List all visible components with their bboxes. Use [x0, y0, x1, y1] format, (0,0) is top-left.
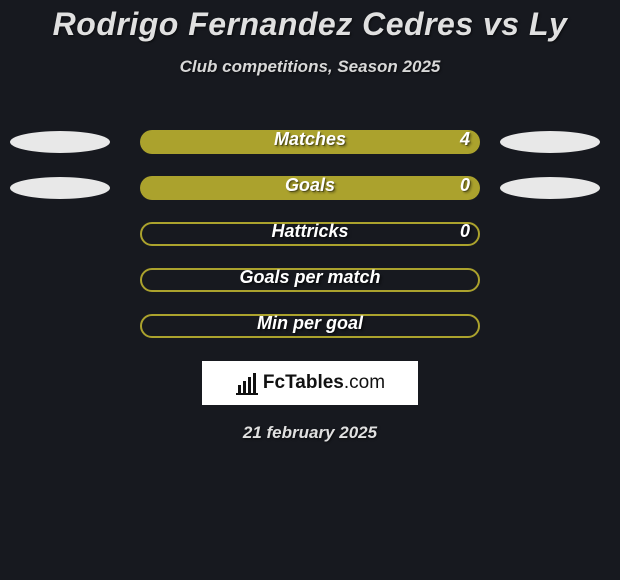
player-left-ellipse [10, 131, 110, 153]
player-right-ellipse [500, 131, 600, 153]
date-text: 21 february 2025 [0, 423, 620, 443]
page-title: Rodrigo Fernandez Cedres vs Ly [0, 0, 620, 43]
bars-icon [235, 371, 259, 395]
stat-pill [140, 222, 480, 246]
brand-text: FcTables.com [263, 372, 385, 394]
stat-pill [140, 176, 480, 200]
stat-row: Matches4 [0, 119, 620, 165]
player-right-ellipse [500, 177, 600, 199]
stats-container: Matches4Goals0Hattricks0Goals per matchM… [0, 119, 620, 349]
stat-pill [140, 130, 480, 154]
stat-row: Hattricks0 [0, 211, 620, 257]
page-subtitle: Club competitions, Season 2025 [0, 57, 620, 77]
stat-row: Goals per match [0, 257, 620, 303]
brand-box: FcTables.com [202, 361, 418, 405]
stat-row: Min per goal [0, 303, 620, 349]
stat-row: Goals0 [0, 165, 620, 211]
brand-name-bold: FcTables [263, 372, 344, 393]
brand-name-light: .com [344, 372, 385, 393]
player-left-ellipse [10, 177, 110, 199]
stat-pill [140, 314, 480, 338]
stat-pill [140, 268, 480, 292]
